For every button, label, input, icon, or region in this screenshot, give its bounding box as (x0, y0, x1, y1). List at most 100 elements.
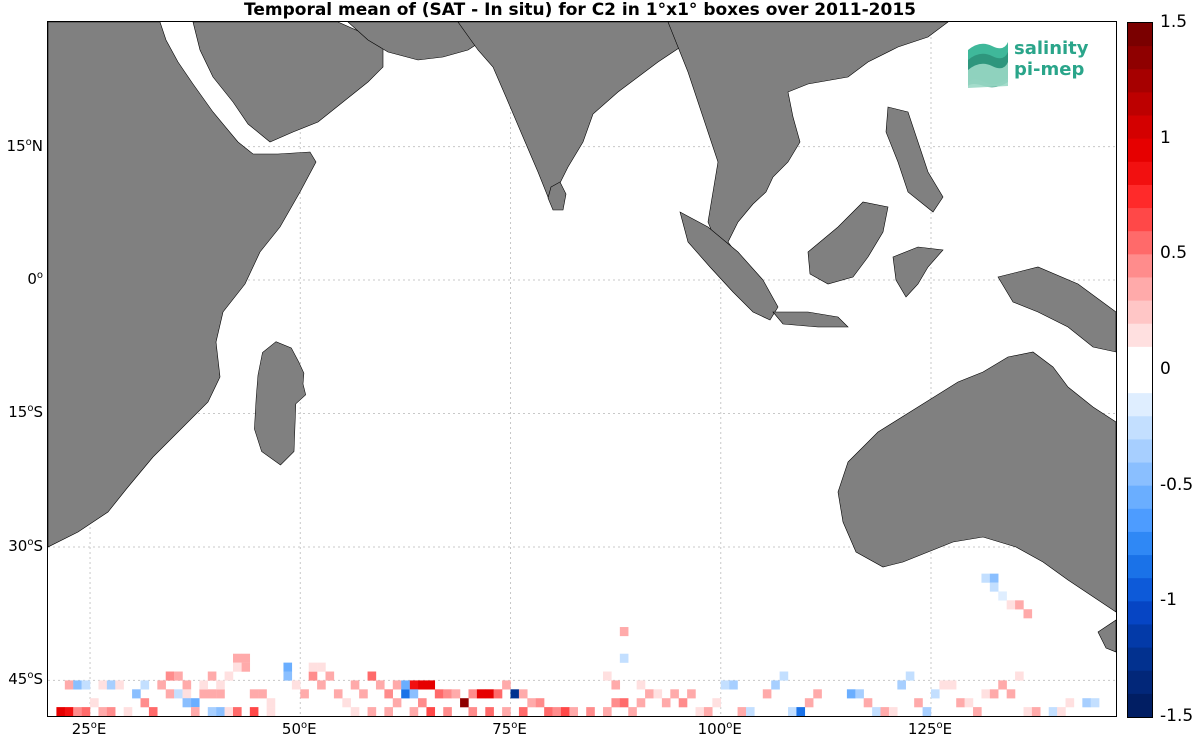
data-cell (922, 707, 932, 716)
data-cell (535, 698, 545, 708)
data-cell (813, 689, 822, 699)
data-cell (560, 707, 570, 716)
data-cell (712, 698, 721, 708)
data-cell (199, 680, 208, 690)
y-tick-label: 30oS (8, 536, 43, 555)
land-sulawesi (892, 246, 944, 298)
y-tick-label: 15oN (6, 136, 43, 155)
data-cell (603, 707, 612, 716)
data-cell (325, 671, 335, 681)
data-cell (964, 698, 974, 708)
data-cell (266, 707, 276, 716)
data-cell (367, 707, 377, 716)
data-cell (64, 707, 74, 716)
colorbar-segment (1128, 300, 1152, 325)
colorbar-segment (1128, 693, 1152, 718)
colorbar-segment (1128, 208, 1152, 232)
data-cell (64, 680, 74, 690)
data-cell (426, 707, 436, 716)
data-cell (291, 680, 301, 690)
data-cell (518, 707, 528, 716)
colorbar-segment (1128, 485, 1152, 510)
data-cell (434, 689, 444, 699)
data-cell (468, 689, 478, 699)
data-cell (224, 707, 234, 716)
data-cell (140, 698, 150, 708)
data-cell (317, 662, 326, 672)
data-cell (939, 680, 949, 690)
data-cell (165, 671, 175, 681)
colorbar-segment (1128, 46, 1152, 70)
data-cell (317, 680, 326, 690)
data-cell (1006, 600, 1016, 610)
data-cell (956, 698, 965, 708)
data-cell (493, 689, 503, 699)
data-cell (300, 689, 309, 699)
colorbar-segment (1128, 601, 1152, 625)
data-cell (115, 680, 124, 690)
data-cells (56, 573, 1100, 716)
colorbar-segment (1128, 23, 1152, 47)
data-cell (485, 707, 494, 716)
data-cell (174, 671, 183, 681)
data-cell (518, 689, 528, 699)
data-cell (384, 689, 393, 699)
colorbar-segment (1128, 624, 1152, 649)
land-java (772, 311, 849, 328)
colorbar-segment (1128, 508, 1152, 533)
salinity-pimep-logo: salinity pi-mep (966, 38, 1106, 88)
data-cell (703, 707, 713, 716)
data-cell (998, 680, 1007, 690)
data-cell (73, 680, 82, 690)
data-cell (350, 680, 360, 690)
data-cell (863, 698, 873, 708)
data-cell (695, 707, 705, 716)
colorbar-tick-label: -1 (1160, 590, 1177, 611)
data-cell (989, 582, 999, 592)
logo-text-line1: salinity (1014, 38, 1089, 59)
data-cell (418, 698, 427, 708)
land-philippines (885, 106, 944, 213)
colorbar-tick-label: 1.5 (1160, 12, 1188, 32)
data-cell (174, 689, 183, 699)
x-tick-label: 25oE (71, 720, 107, 738)
x-tick-label: 50oE (281, 720, 317, 738)
data-cell (241, 662, 251, 672)
colorbar-tick-label: -1.5 (1160, 706, 1194, 726)
data-cell (190, 707, 200, 716)
data-cell (56, 707, 66, 716)
data-cell (1015, 600, 1024, 610)
data-cell (619, 627, 629, 637)
data-cell (283, 662, 293, 672)
data-cell (249, 689, 259, 699)
x-tick-label: 75oE (492, 720, 527, 738)
data-cell (308, 671, 318, 681)
colorbar-segment (1128, 346, 1152, 371)
data-cell (443, 707, 452, 716)
data-cell (930, 689, 940, 699)
data-cell (443, 689, 452, 699)
data-cell (855, 689, 864, 699)
data-cell (569, 707, 578, 716)
data-cell (914, 698, 923, 708)
data-cell (216, 707, 225, 716)
land-masses (48, 22, 1116, 653)
data-cell (476, 689, 486, 699)
data-cell (123, 707, 133, 716)
data-cell (510, 689, 520, 699)
colorbar-segment (1128, 462, 1152, 487)
data-cell (888, 707, 898, 716)
data-cell (148, 707, 158, 716)
data-cell (207, 689, 217, 699)
data-cell (1023, 707, 1033, 716)
data-cell (350, 707, 360, 716)
data-cell (308, 662, 318, 672)
colorbar-segment (1128, 393, 1152, 417)
colorbar-tick-label: 1 (1160, 127, 1171, 148)
data-cell (502, 680, 511, 690)
data-cell (157, 680, 166, 690)
data-cell (207, 707, 217, 716)
data-cell (233, 707, 242, 716)
data-cell (233, 653, 242, 663)
data-cell (661, 698, 671, 708)
